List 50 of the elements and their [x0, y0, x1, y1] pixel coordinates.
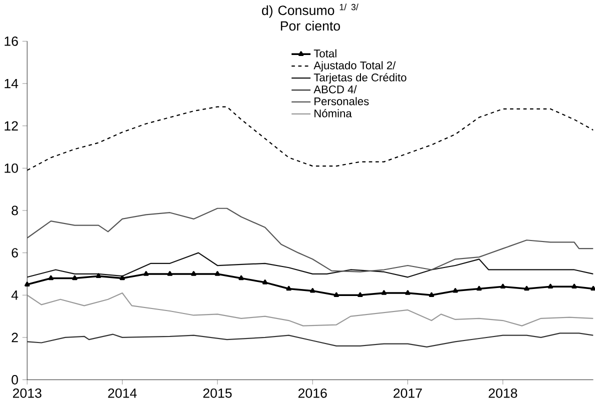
x-tick-label: 2013 [12, 388, 42, 398]
point [191, 271, 196, 276]
line-series [27, 208, 594, 273]
y-tick-label: 2 [12, 333, 18, 342]
x-tick-label: 2014 [108, 388, 137, 398]
point [286, 286, 292, 291]
point [48, 276, 54, 280]
chart-title: d) Consumo $^{1/ 3/}$ [262, 4, 358, 18]
line-series [27, 332, 594, 348]
point [214, 271, 220, 276]
x-tick-label: 2016 [298, 388, 327, 398]
point [381, 290, 387, 296]
point [572, 284, 577, 289]
y-tick-label: 14 [4, 79, 18, 88]
point [405, 290, 410, 296]
y-tick-label: 4 [11, 290, 18, 300]
x-tick-label: 2018 [488, 388, 518, 398]
legend-label: Personales [314, 97, 369, 106]
x-tick-label: 2017 [394, 388, 422, 398]
point [24, 282, 30, 287]
legend-label: ABCD 4/ [314, 85, 357, 94]
point [548, 284, 554, 289]
point [72, 276, 78, 280]
point [310, 288, 316, 294]
point [167, 271, 172, 276]
x-tick-label: 2015 [203, 388, 232, 398]
y-tick-label: 10 [4, 164, 18, 174]
point [476, 286, 482, 291]
legend-label: Tarjetas de Crédito [314, 73, 406, 84]
point [524, 286, 530, 291]
line-series [27, 292, 594, 327]
legend-label: Ajustado Total 2/ [314, 61, 396, 72]
legend-label: Total [314, 49, 336, 58]
point [334, 292, 339, 298]
point [143, 271, 149, 276]
point [238, 276, 244, 280]
y-tick-label: 16 [4, 36, 18, 46]
point [96, 273, 102, 278]
point [120, 276, 125, 280]
point [428, 292, 434, 298]
point [452, 288, 458, 294]
y-tick-label: 12 [4, 121, 18, 131]
point [358, 292, 363, 298]
chart-subtitle: Por ciento [280, 21, 340, 31]
legend-label: Nómina [314, 109, 352, 118]
y-tick-label: 6 [12, 248, 18, 258]
point [262, 280, 268, 285]
y-tick-label: 0 [12, 375, 18, 385]
point [500, 284, 506, 289]
y-tick-label: 8 [12, 206, 18, 216]
